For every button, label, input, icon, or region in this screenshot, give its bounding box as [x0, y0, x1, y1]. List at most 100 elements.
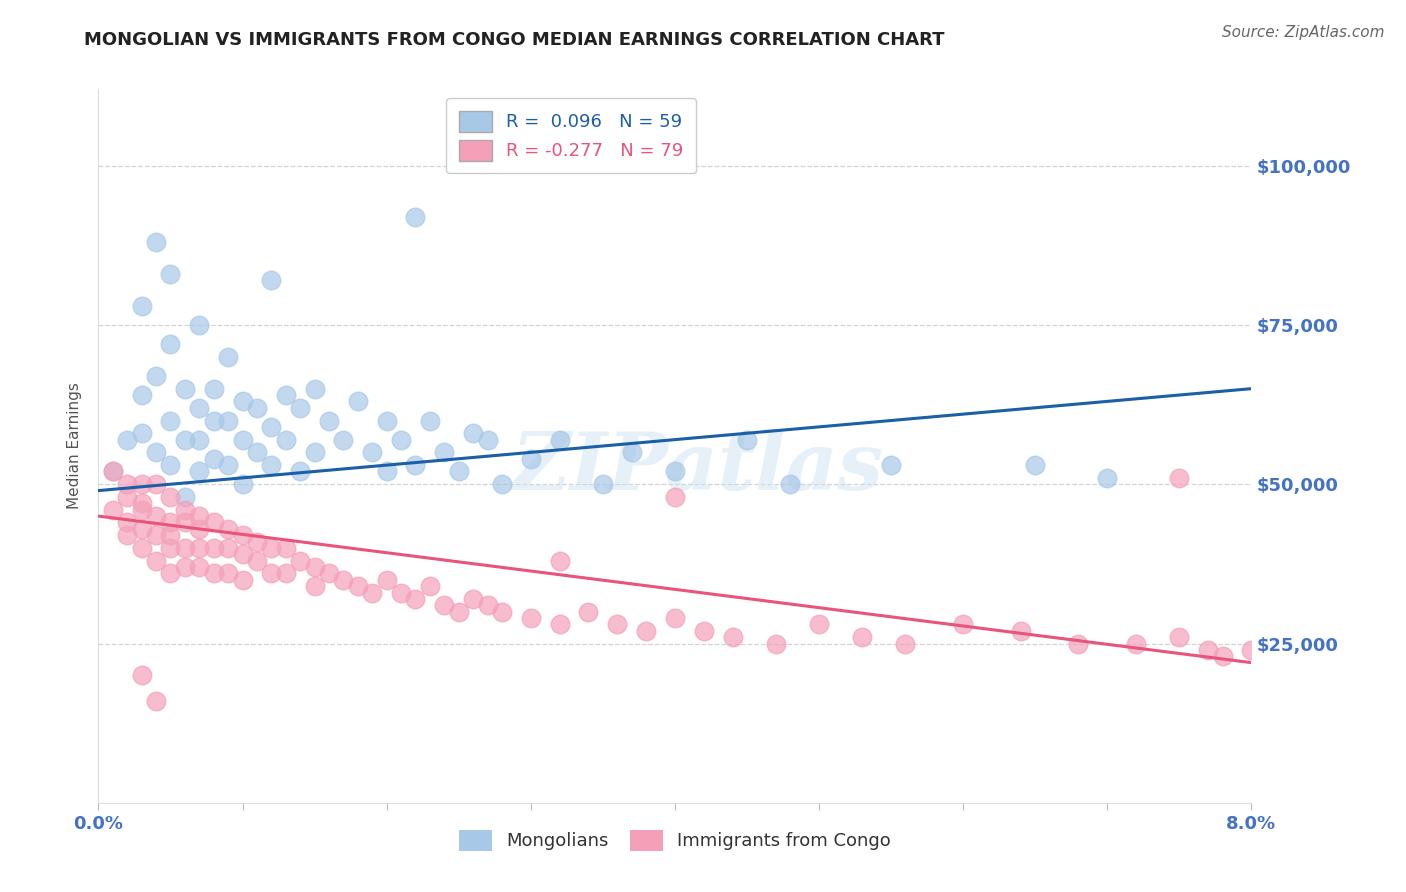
- Point: [548, 554, 571, 568]
- Point: [1197, 643, 1219, 657]
- Point: [174, 382, 197, 396]
- Point: [246, 534, 269, 549]
- Point: [159, 566, 181, 581]
- Point: [332, 433, 354, 447]
- Point: [721, 630, 744, 644]
- Point: [188, 433, 211, 447]
- Point: [159, 337, 181, 351]
- Point: [389, 585, 412, 599]
- Point: [117, 477, 139, 491]
- Point: [389, 433, 412, 447]
- Point: [548, 617, 571, 632]
- Text: ZIPatlas: ZIPatlas: [512, 429, 884, 506]
- Point: [461, 591, 484, 606]
- Point: [202, 541, 225, 555]
- Point: [375, 465, 398, 479]
- Point: [145, 694, 167, 708]
- Point: [246, 445, 269, 459]
- Point: [217, 566, 239, 581]
- Point: [548, 433, 571, 447]
- Point: [346, 579, 368, 593]
- Point: [477, 433, 499, 447]
- Point: [405, 591, 427, 606]
- Point: [461, 426, 484, 441]
- Point: [131, 477, 153, 491]
- Point: [217, 458, 239, 472]
- Point: [447, 605, 470, 619]
- Point: [188, 522, 211, 536]
- Point: [332, 573, 354, 587]
- Point: [304, 445, 326, 459]
- Point: [779, 477, 801, 491]
- Point: [231, 394, 254, 409]
- Point: [1067, 636, 1090, 650]
- Point: [274, 433, 297, 447]
- Text: MONGOLIAN VS IMMIGRANTS FROM CONGO MEDIAN EARNINGS CORRELATION CHART: MONGOLIAN VS IMMIGRANTS FROM CONGO MEDIA…: [84, 31, 945, 49]
- Point: [174, 516, 197, 530]
- Point: [1240, 643, 1263, 657]
- Point: [202, 382, 225, 396]
- Point: [693, 624, 716, 638]
- Point: [375, 413, 398, 427]
- Point: [188, 318, 211, 332]
- Point: [159, 528, 181, 542]
- Point: [202, 566, 225, 581]
- Point: [159, 458, 181, 472]
- Point: [405, 458, 427, 472]
- Point: [246, 554, 269, 568]
- Legend: Mongolians, Immigrants from Congo: Mongolians, Immigrants from Congo: [451, 822, 898, 858]
- Point: [880, 458, 903, 472]
- Point: [361, 585, 384, 599]
- Point: [260, 541, 283, 555]
- Point: [592, 477, 614, 491]
- Point: [260, 458, 283, 472]
- Point: [664, 490, 686, 504]
- Point: [174, 541, 197, 555]
- Point: [1097, 471, 1119, 485]
- Point: [304, 579, 326, 593]
- Point: [260, 420, 283, 434]
- Point: [231, 573, 254, 587]
- Point: [231, 547, 254, 561]
- Point: [202, 516, 225, 530]
- Point: [1168, 471, 1191, 485]
- Point: [131, 426, 153, 441]
- Point: [952, 617, 974, 632]
- Point: [131, 522, 153, 536]
- Point: [274, 541, 297, 555]
- Point: [433, 599, 456, 613]
- Point: [1125, 636, 1147, 650]
- Point: [260, 273, 283, 287]
- Point: [159, 490, 181, 504]
- Point: [346, 394, 368, 409]
- Point: [174, 490, 197, 504]
- Point: [117, 490, 139, 504]
- Point: [1024, 458, 1046, 472]
- Point: [735, 433, 758, 447]
- Point: [217, 413, 239, 427]
- Point: [117, 516, 139, 530]
- Point: [419, 579, 441, 593]
- Point: [131, 668, 153, 682]
- Point: [808, 617, 831, 632]
- Point: [131, 541, 153, 555]
- Point: [101, 502, 124, 516]
- Point: [131, 388, 153, 402]
- Point: [290, 401, 312, 415]
- Point: [578, 605, 600, 619]
- Point: [188, 509, 211, 524]
- Point: [636, 624, 658, 638]
- Point: [765, 636, 787, 650]
- Point: [231, 528, 254, 542]
- Point: [145, 509, 167, 524]
- Point: [290, 465, 312, 479]
- Point: [145, 554, 167, 568]
- Point: [145, 528, 167, 542]
- Point: [477, 599, 499, 613]
- Point: [231, 477, 254, 491]
- Point: [145, 235, 167, 249]
- Point: [894, 636, 917, 650]
- Point: [318, 566, 340, 581]
- Point: [117, 433, 139, 447]
- Point: [131, 496, 153, 510]
